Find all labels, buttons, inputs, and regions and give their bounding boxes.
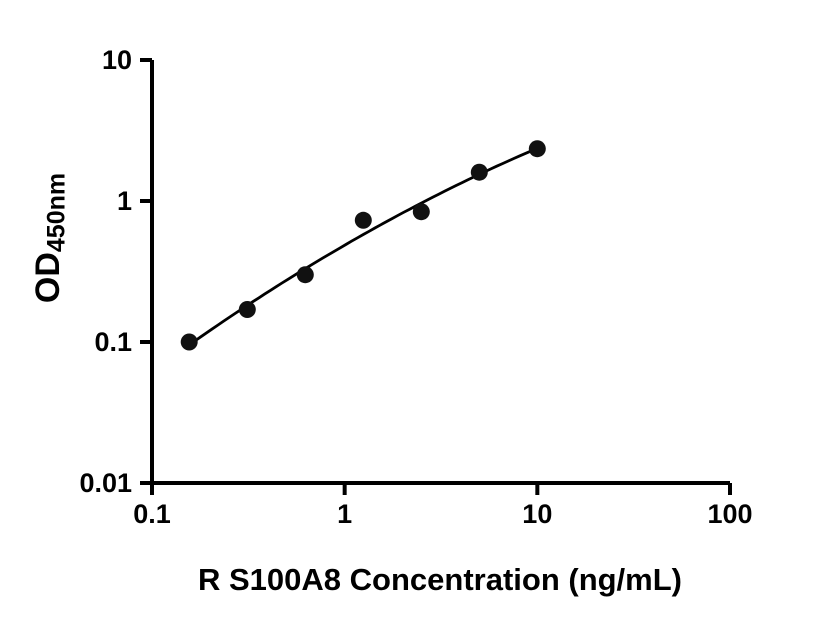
- y-tick-label: 1: [117, 186, 132, 216]
- data-point-marker: [470, 163, 488, 181]
- data-point-marker: [412, 203, 430, 221]
- data-point-marker: [528, 140, 546, 158]
- data-point-marker: [296, 266, 314, 284]
- x-axis-title: R S100A8 Concentration (ng/mL): [198, 562, 682, 597]
- y-tick-label: 10: [102, 45, 132, 75]
- y-tick-label: 0.1: [94, 327, 132, 357]
- x-tick-label: 1: [337, 499, 352, 529]
- x-tick-label: 0.1: [133, 499, 171, 529]
- axis-lines: [150, 60, 730, 485]
- data-point-marker: [180, 333, 198, 351]
- y-axis-title-main: OD: [28, 252, 67, 304]
- data-point-marker: [238, 301, 256, 318]
- x-tick-label: 100: [707, 499, 752, 529]
- x-tick-label: 10: [522, 499, 552, 529]
- y-tick-label: 0.01: [79, 468, 132, 498]
- y-axis-title: OD450nm: [29, 173, 72, 303]
- y-axis-title-subscript: 450nm: [42, 172, 71, 253]
- data-point-marker: [354, 211, 372, 229]
